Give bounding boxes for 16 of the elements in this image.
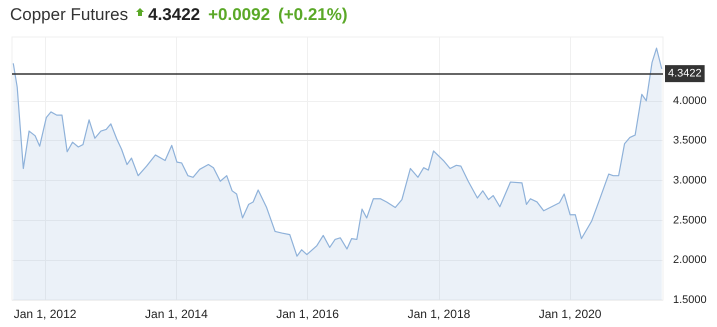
text: (+0.21%) bbox=[278, 5, 348, 25]
y-tick-label: 3.0000 bbox=[673, 174, 707, 186]
x-tick-label: Jan 1, 2014 bbox=[145, 307, 208, 321]
y-tick-label: 4.0000 bbox=[673, 94, 707, 107]
text: 4.3422 bbox=[148, 5, 200, 25]
y-tick-label: 3.5000 bbox=[673, 134, 707, 147]
chart-title: Copper Futures bbox=[10, 5, 128, 25]
x-tick-label: Jan 1, 2016 bbox=[276, 307, 340, 321]
y-tick-label: 2.5000 bbox=[673, 214, 707, 226]
x-tick-label: Jan 1, 2012 bbox=[14, 307, 77, 321]
x-tick-label: Jan 1, 2018 bbox=[408, 307, 471, 321]
y-tick-label: 2.0000 bbox=[673, 254, 707, 266]
y-tick-label: 1.5000 bbox=[673, 294, 707, 306]
text: +0.0092 bbox=[208, 5, 270, 25]
x-tick-label: Jan 1, 2020 bbox=[538, 307, 602, 321]
ref-line-label: 4.3422 bbox=[668, 68, 702, 80]
